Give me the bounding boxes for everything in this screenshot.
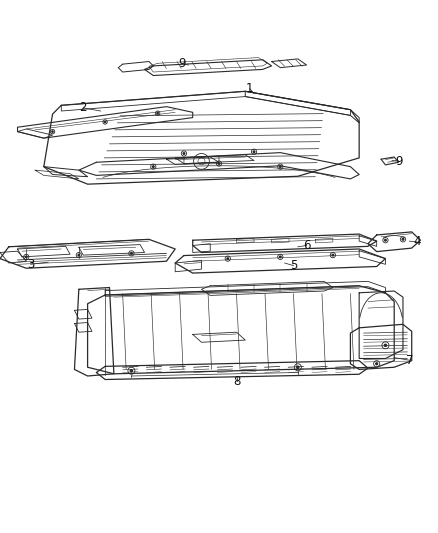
- Circle shape: [332, 254, 334, 256]
- Text: 9: 9: [396, 155, 403, 168]
- Text: 1: 1: [246, 82, 254, 95]
- Circle shape: [385, 239, 386, 241]
- Circle shape: [402, 239, 404, 240]
- Circle shape: [376, 363, 378, 365]
- Circle shape: [52, 131, 53, 132]
- Circle shape: [104, 122, 106, 123]
- Text: 2: 2: [79, 101, 87, 115]
- Circle shape: [131, 253, 132, 254]
- Text: 7: 7: [406, 354, 413, 367]
- Circle shape: [279, 166, 281, 167]
- Circle shape: [297, 366, 299, 368]
- Circle shape: [227, 258, 229, 260]
- Circle shape: [157, 112, 159, 114]
- Text: 9: 9: [178, 57, 186, 70]
- Text: 3: 3: [27, 258, 34, 271]
- Circle shape: [279, 256, 281, 257]
- Circle shape: [152, 166, 154, 167]
- Text: 4: 4: [413, 236, 421, 248]
- Circle shape: [253, 151, 255, 152]
- Circle shape: [78, 254, 80, 256]
- Circle shape: [385, 344, 386, 346]
- Circle shape: [131, 370, 132, 372]
- Text: 6: 6: [303, 239, 311, 252]
- Text: 8: 8: [233, 375, 240, 387]
- Text: 5: 5: [290, 259, 297, 272]
- Circle shape: [183, 153, 185, 154]
- Circle shape: [218, 163, 220, 164]
- Circle shape: [25, 256, 27, 257]
